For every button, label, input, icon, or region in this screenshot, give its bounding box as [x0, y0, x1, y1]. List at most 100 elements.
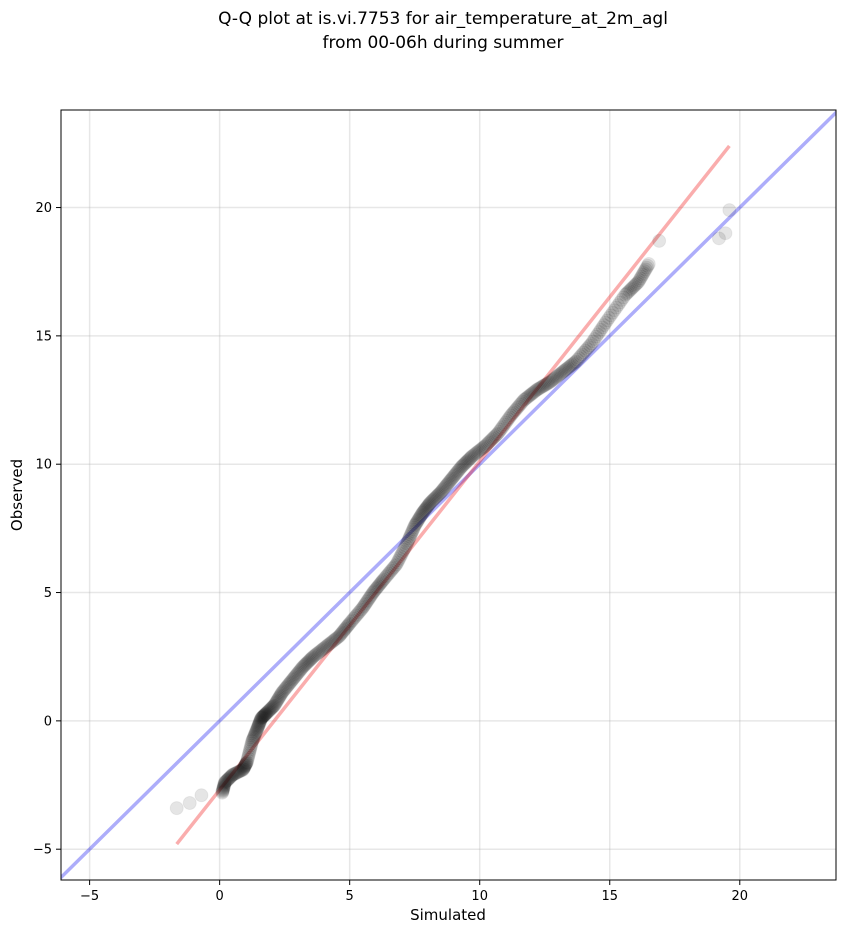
quantile-point [239, 755, 254, 770]
quantile-point [597, 318, 612, 333]
quantile-point [555, 364, 570, 379]
quantile-point [269, 694, 284, 709]
quantile-point [367, 584, 382, 599]
quantile-point [584, 336, 599, 351]
quantile-point [616, 290, 631, 305]
quantile-point [359, 594, 374, 609]
quantile-point [589, 329, 604, 344]
quantile-point [403, 527, 418, 542]
quantile-point [614, 292, 629, 307]
quantile-point [416, 504, 431, 519]
quantile-point [497, 417, 512, 432]
quantile-point [268, 695, 283, 710]
quantile-point [405, 524, 420, 539]
quantile-point [215, 783, 230, 798]
quantile-point [248, 725, 263, 740]
quantile-point [347, 610, 362, 625]
quantile-point [259, 706, 274, 721]
quantile-point [513, 397, 528, 412]
quantile-point [418, 501, 433, 516]
quantile-point [394, 547, 409, 562]
quantile-point [287, 670, 302, 685]
quantile-point [245, 734, 260, 749]
quantile-point [545, 373, 560, 388]
quantile-point [430, 488, 445, 503]
quantile-point [258, 707, 273, 722]
quantile-point [407, 518, 422, 533]
quantile-point [300, 655, 315, 670]
quantile-point [537, 378, 552, 393]
quantile-point [592, 325, 607, 340]
quantile-point [446, 470, 461, 485]
quantile-point [501, 412, 516, 427]
quantile-point [271, 690, 286, 705]
quantile-point [242, 744, 257, 759]
quantile-point [315, 642, 330, 657]
quantile-point [301, 654, 316, 669]
quantile-point [263, 702, 278, 717]
quantile-point [601, 310, 616, 325]
quantile-point [270, 693, 285, 708]
quantile-point [343, 614, 358, 629]
quantile-point [386, 560, 401, 575]
quantile-point [224, 768, 239, 783]
quantile-point [169, 801, 184, 816]
quantile-point [302, 653, 317, 668]
x-tick-label: 0 [216, 889, 224, 904]
quantile-point [182, 796, 197, 810]
quantile-point [381, 566, 396, 581]
quantile-point [356, 599, 371, 614]
quantile-point [531, 381, 546, 396]
quantile-point [561, 360, 576, 375]
quantile-point [236, 762, 251, 777]
quantile-point [268, 697, 283, 712]
quantile-point [285, 672, 300, 687]
quantile-point [438, 479, 453, 494]
quantile-point [415, 505, 430, 520]
quantile-point [280, 679, 295, 694]
quantile-point [254, 711, 269, 726]
quantile-point [220, 772, 235, 787]
quantile-point [391, 553, 406, 568]
quantile-point [246, 731, 261, 746]
quantile-point [361, 591, 376, 606]
quantile-point [335, 625, 350, 640]
quantile-point [566, 356, 581, 371]
quantile-point [384, 563, 399, 578]
quantile-point [458, 455, 473, 470]
quantile-point [216, 781, 231, 796]
quantile-point [312, 644, 327, 659]
quantile-point [576, 345, 591, 360]
quantile-point [217, 776, 232, 791]
quantile-point [371, 579, 386, 594]
quantile-point [358, 596, 373, 611]
grid [61, 110, 836, 880]
quantile-point [241, 748, 256, 763]
quantile-point [722, 203, 737, 218]
quantile-point [247, 727, 262, 742]
quantile-point [433, 485, 448, 500]
quantile-point [457, 456, 472, 471]
quantile-point [408, 517, 423, 532]
quantile-point [558, 362, 573, 377]
quantile-point [587, 331, 602, 346]
quantile-point [330, 630, 345, 645]
quantile-point [305, 650, 320, 665]
quantile-point [380, 568, 395, 583]
quantile-point [427, 491, 442, 506]
quantile-point [448, 467, 463, 482]
quantile-point [328, 632, 343, 647]
quantile-point [253, 712, 268, 727]
quantile-point [296, 658, 311, 673]
quantile-point [479, 437, 494, 452]
quantile-point [288, 668, 303, 683]
quantile-point [409, 516, 424, 531]
quantile-point [417, 503, 432, 518]
quantile-point [429, 489, 444, 504]
quantile-point [272, 689, 287, 704]
quantile-point [373, 576, 388, 591]
quantile-point [593, 322, 608, 337]
quantile-point [244, 736, 259, 751]
quantile-point [514, 396, 529, 411]
quantile-point [369, 581, 384, 596]
